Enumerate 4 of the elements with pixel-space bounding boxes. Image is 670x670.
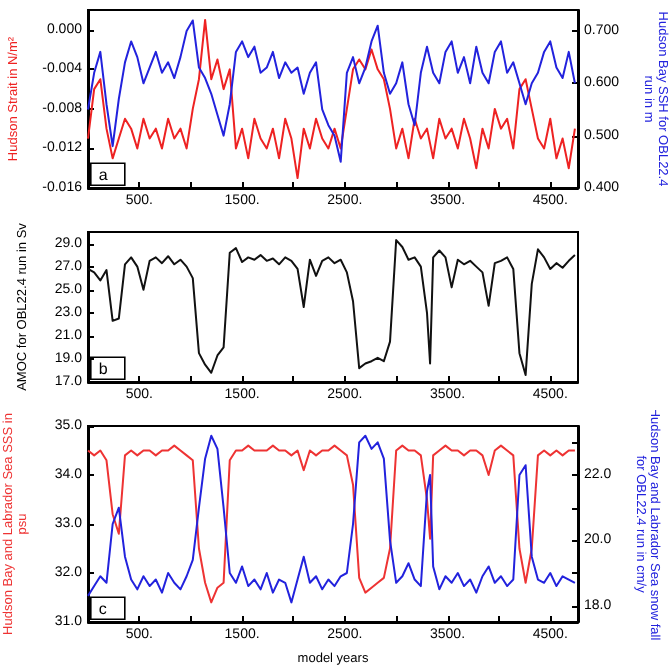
line-series (87, 239, 576, 377)
annotation: a (98, 166, 109, 185)
annotation: c (98, 600, 107, 619)
annotation: b (98, 360, 109, 379)
